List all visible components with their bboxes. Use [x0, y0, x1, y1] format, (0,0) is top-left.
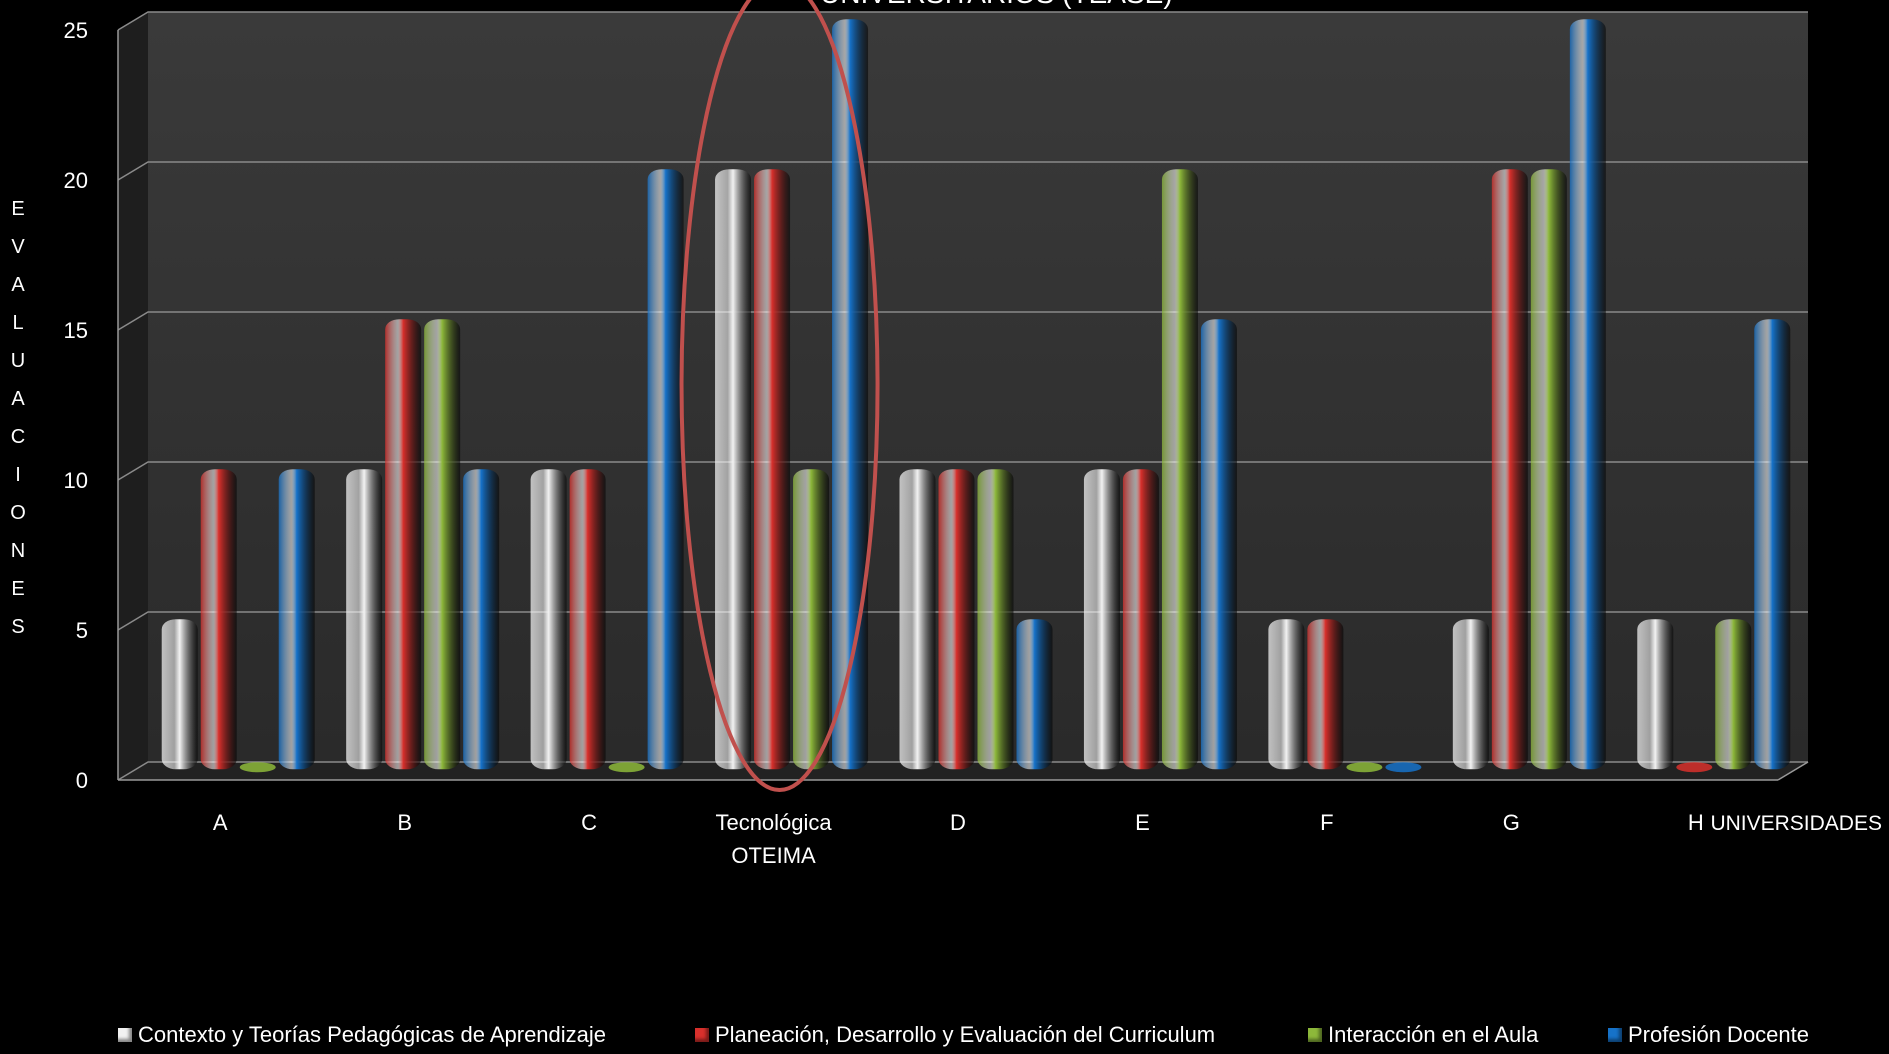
bar-zero: [1385, 762, 1422, 773]
bar: [530, 469, 567, 770]
x-tick-label: F: [1320, 810, 1333, 835]
bar: [1083, 469, 1120, 770]
bar: [754, 169, 791, 770]
bar-zero: [1676, 762, 1713, 773]
gridline: [117, 311, 1808, 331]
y-tick-label: 25: [64, 18, 88, 43]
legend-item: Interacción en el Aula: [1308, 1022, 1538, 1048]
x-tick-label: H: [1688, 810, 1704, 835]
x-tick-label: B: [397, 810, 412, 835]
bar-zero: [608, 762, 645, 773]
y-axis-label-letter: O: [10, 502, 26, 524]
bar: [161, 619, 198, 770]
highlight-ellipse: [679, 0, 880, 792]
legend-item: Contexto y Teorías Pedagógicas de Aprend…: [118, 1022, 606, 1048]
y-axis-label-letter: L: [12, 312, 24, 334]
bar: [977, 469, 1014, 770]
y-axis-label-letter: E: [11, 198, 25, 220]
bar: [1307, 619, 1344, 770]
x-tick-label: E: [1135, 810, 1150, 835]
bar: [899, 469, 936, 770]
bar: [424, 319, 461, 770]
legend-swatch: [695, 1028, 709, 1042]
bar: [1569, 19, 1606, 770]
bar: [647, 169, 684, 770]
legend-label: Planeación, Desarrollo y Evaluación del …: [715, 1022, 1216, 1047]
plot-side-wall: [118, 12, 148, 780]
bar: [385, 319, 422, 770]
bar: [463, 469, 500, 770]
bar: [1268, 619, 1305, 770]
y-tick-label: 15: [64, 318, 88, 343]
gridline: [117, 761, 1808, 781]
bar-zero: [239, 762, 276, 773]
x-tick-label: G: [1503, 810, 1520, 835]
y-axis-label-letter: S: [11, 616, 25, 638]
legend-item: Planeación, Desarrollo y Evaluación del …: [695, 1022, 1215, 1048]
legend-swatch: [1608, 1028, 1622, 1042]
bar: [1530, 169, 1567, 770]
y-axis-label-letter: I: [15, 464, 21, 486]
bar: [938, 469, 975, 770]
bar: [1715, 619, 1752, 770]
legend: Contexto y Teorías Pedagógicas de Aprend…: [0, 1022, 1889, 1052]
chart-title: UNIVERSITARIOS (TEASE): [820, 0, 1173, 10]
bar: [1637, 619, 1674, 770]
legend-item: Profesión Docente: [1608, 1022, 1809, 1048]
bar: [346, 469, 383, 770]
y-tick-label: 10: [64, 468, 88, 493]
legend-label: Contexto y Teorías Pedagógicas de Aprend…: [138, 1022, 607, 1047]
y-tick-label: 20: [64, 168, 88, 193]
bar: [1016, 619, 1053, 770]
bar: [1491, 169, 1528, 770]
legend-label: Profesión Docente: [1628, 1022, 1809, 1047]
y-axis-label-letter: A: [11, 388, 25, 410]
y-axis-label-letter: C: [10, 426, 26, 448]
legend-swatch: [118, 1028, 132, 1042]
bar: [569, 469, 606, 770]
gridline: [117, 461, 1808, 481]
bar: [1754, 319, 1791, 770]
gridline: [117, 161, 1808, 181]
y-axis-label-letter: V: [11, 236, 25, 258]
legend-swatch: [1308, 1028, 1322, 1042]
gridline: [117, 11, 1808, 31]
gridline: [117, 611, 1808, 631]
x-tick-label: C: [581, 810, 597, 835]
bar-zero: [1346, 762, 1383, 773]
x-axis-title: UNIVERSIDADES: [1710, 812, 1882, 835]
y-tick-label: 0: [76, 768, 88, 793]
y-axis-label-letter: N: [10, 540, 26, 562]
y-axis-label-letter: U: [10, 350, 26, 372]
bar: [793, 469, 830, 770]
bar: [200, 469, 237, 770]
x-tick-label: A: [213, 810, 228, 835]
y-tick-label: 5: [76, 618, 88, 643]
y-axis-label-letter: A: [11, 274, 25, 296]
bar: [715, 169, 752, 770]
bar: [1122, 469, 1159, 770]
x-tick-label: Tecnológica OTEIMA: [715, 810, 832, 868]
bar: [278, 469, 315, 770]
y-axis-label-letter: E: [11, 578, 25, 600]
bar: [1200, 319, 1237, 770]
bar: [832, 19, 869, 770]
x-tick-label: D: [950, 810, 966, 835]
bar: [1161, 169, 1198, 770]
bar: [1452, 619, 1489, 770]
legend-label: Interacción en el Aula: [1328, 1022, 1539, 1047]
